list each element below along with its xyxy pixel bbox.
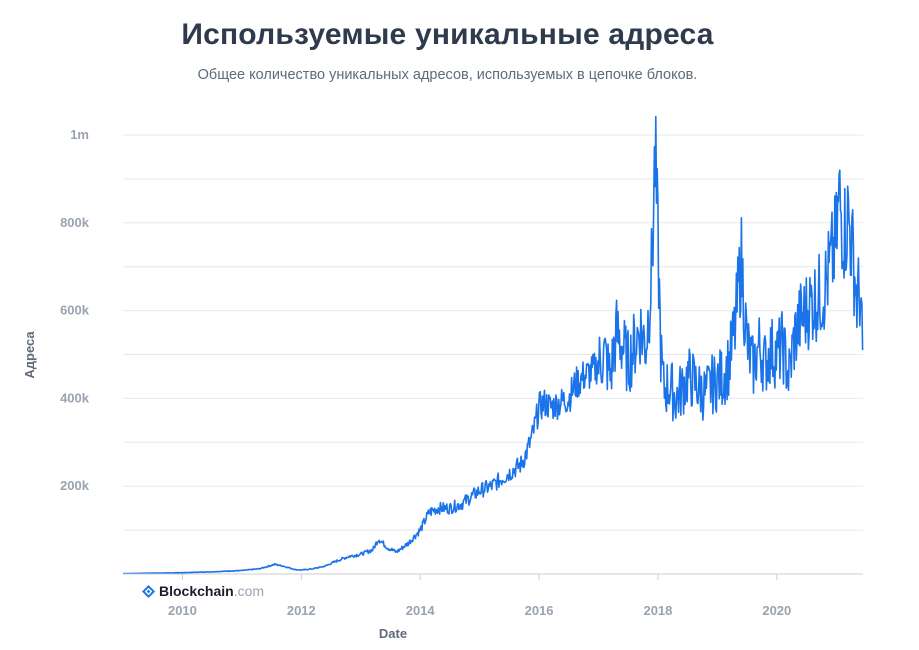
x-tick-label: 2020 — [762, 603, 791, 618]
gridlines — [123, 134, 863, 531]
x-axis-title: Date — [379, 626, 407, 641]
chart-subtitle: Общее количество уникальных адресов, исп… — [197, 67, 698, 83]
series-line — [122, 115, 864, 575]
y-tick-label: 400k — [60, 390, 90, 405]
x-tick-label: 2016 — [525, 603, 554, 618]
y-tick-label: 600k — [60, 303, 90, 318]
x-tick-label: 2010 — [168, 603, 197, 618]
y-tick-label: 1m — [70, 127, 89, 142]
y-tick-labels: 200k 400k 600k 800k 1m — [60, 127, 90, 493]
blockchain-logo-icon — [142, 584, 155, 598]
x-tick-label: 2014 — [406, 603, 436, 618]
logo-brand-text: Blockchain — [159, 583, 234, 599]
logo-tld-text: .com — [233, 583, 265, 599]
y-tick-label: 200k — [60, 478, 90, 493]
series-group — [122, 115, 864, 575]
chart-title: Используемые уникальные адреса — [181, 18, 714, 51]
y-tick-label: 800k — [60, 215, 90, 230]
x-tick-label: 2018 — [643, 603, 672, 618]
x-tick-label: 2012 — [287, 603, 316, 618]
blockchain-logo: Blockchain .com — [142, 583, 264, 599]
y-axis-title: Адреса — [22, 331, 37, 379]
x-tick-labels: 2010 2012 2014 2016 2018 2020 — [168, 574, 791, 618]
